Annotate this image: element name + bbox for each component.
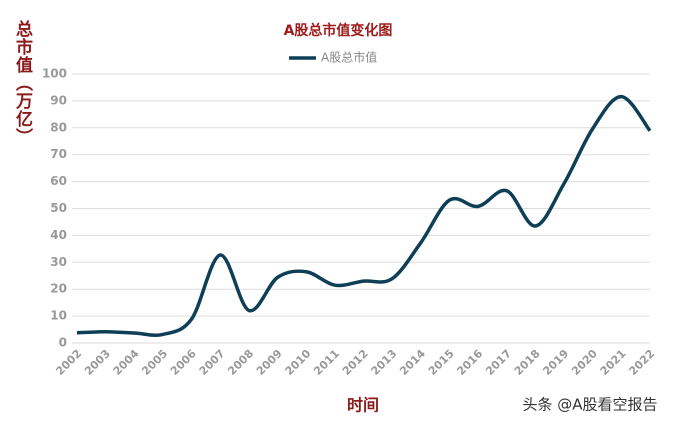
x-tick-label: 2016 (454, 347, 485, 378)
x-tick-label: 2018 (512, 347, 543, 378)
y-tick-label: 60 (50, 174, 67, 188)
x-tick-label: 2002 (53, 347, 84, 378)
x-tick-label: 2020 (569, 347, 600, 378)
y-tick-label: 40 (50, 228, 67, 242)
y-tick-label: 20 (50, 282, 67, 296)
y-tick-label: 50 (50, 201, 67, 215)
y-tick-label: 100 (42, 67, 67, 81)
x-tick-label: 2008 (225, 347, 256, 378)
x-tick-label: 2006 (168, 347, 199, 378)
legend-label: A股总市值 (321, 50, 377, 65)
x-tick-label: 2004 (111, 347, 142, 378)
y-tick-label: 10 (50, 309, 67, 323)
watermark: 头条 @A股看空报告 (522, 396, 657, 414)
x-tick-label: 2019 (540, 347, 571, 378)
x-tick-label: 2021 (598, 347, 629, 378)
x-tick-label: 2011 (311, 347, 342, 378)
x-tick-label: 2013 (369, 347, 400, 378)
x-tick-label: 2010 (283, 347, 314, 378)
y-tick-label: 90 (50, 93, 67, 107)
x-tick-label: 2005 (139, 347, 170, 378)
x-tick-label: 2012 (340, 347, 371, 378)
chart-title: A股总市值变化图 (284, 22, 393, 39)
y-tick-label: 70 (50, 147, 67, 161)
x-axis-label: 时间 (347, 396, 379, 415)
x-tick-label: 2022 (626, 347, 657, 378)
x-tick-label: 2017 (483, 347, 514, 378)
x-tick-label: 2009 (254, 347, 285, 378)
y-tick-label: 30 (50, 255, 67, 269)
y-axis-label: 总市值（万亿） (12, 20, 32, 146)
line (76, 94, 652, 337)
x-tick-label: 2003 (82, 347, 113, 378)
x-tick-label: 2007 (197, 347, 228, 378)
x-tick-label: 2014 (397, 347, 428, 378)
y-tick-label: 0 (59, 336, 67, 350)
x-tick-label: 2015 (426, 347, 457, 378)
y-tick-label: 80 (50, 120, 67, 134)
